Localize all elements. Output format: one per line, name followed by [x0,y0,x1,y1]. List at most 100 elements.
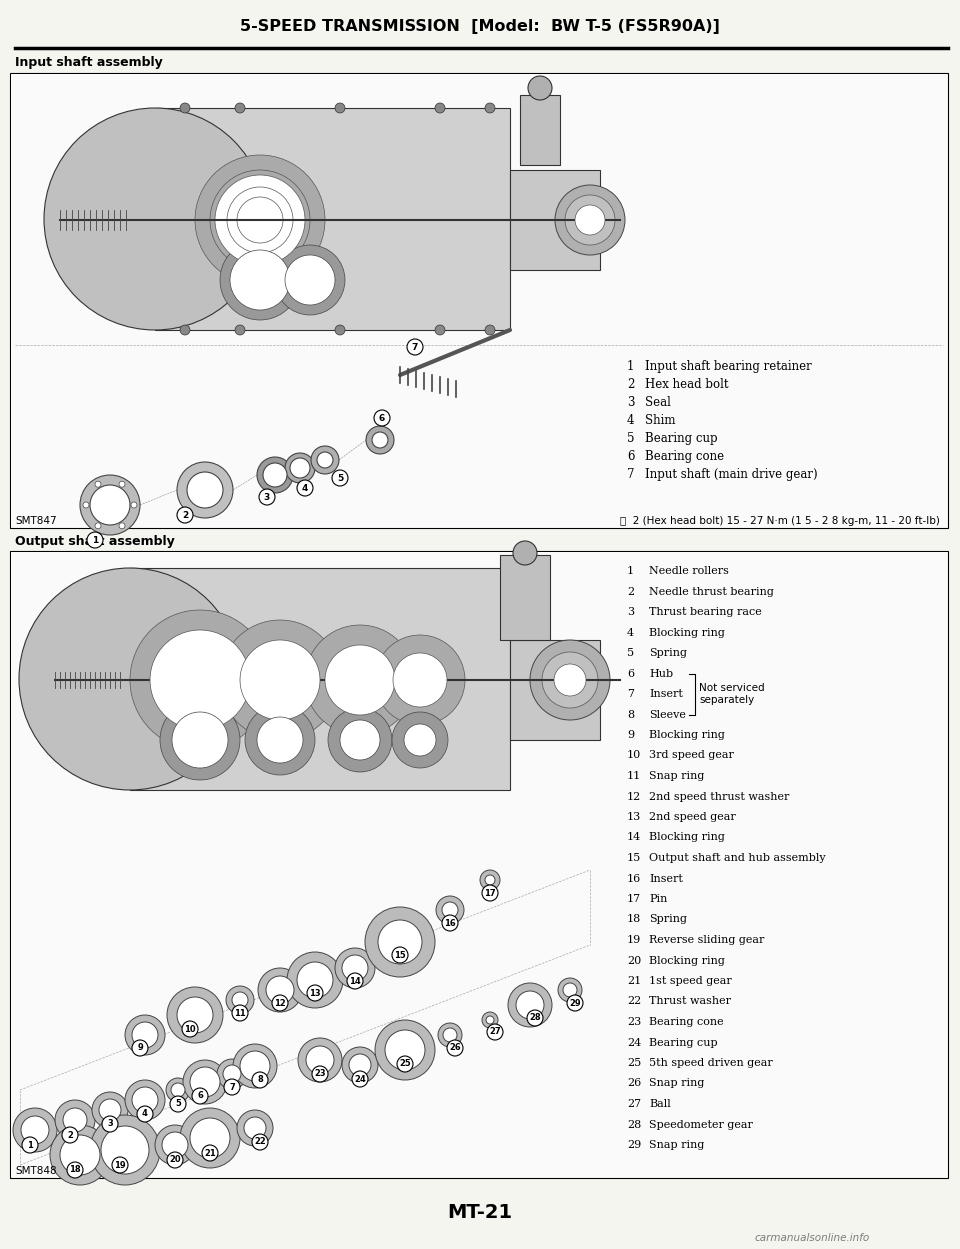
Text: 4: 4 [301,483,308,492]
Circle shape [195,155,325,285]
Text: 13: 13 [309,988,321,998]
Circle shape [112,1157,128,1173]
Circle shape [125,1015,165,1055]
Circle shape [19,568,241,791]
Text: 21: 21 [627,975,641,985]
Circle shape [575,205,605,235]
Circle shape [263,463,287,487]
Circle shape [227,187,293,254]
Circle shape [258,968,302,1012]
Circle shape [95,481,101,487]
Text: 29: 29 [569,998,581,1008]
Circle shape [137,1107,153,1122]
Bar [11,74,947,527]
Circle shape [272,995,288,1010]
Circle shape [372,432,388,448]
Circle shape [378,921,422,964]
Text: 22: 22 [254,1138,266,1147]
Text: 2: 2 [627,587,635,597]
Text: 9: 9 [137,1043,143,1053]
Text: 25: 25 [627,1058,641,1068]
Text: Input shaft (main drive gear): Input shaft (main drive gear) [645,467,818,481]
Circle shape [340,719,380,759]
Circle shape [155,1125,195,1165]
Text: 1: 1 [627,360,635,372]
Text: 5-SPEED TRANSMISSION  [Model:  BW T-5 (FS5R90A)]: 5-SPEED TRANSMISSION [Model: BW T-5 (FS5… [240,19,720,34]
Text: Reverse sliding gear: Reverse sliding gear [649,936,764,945]
Text: 21: 21 [204,1149,216,1158]
Text: Spring: Spring [649,914,687,924]
Text: 6: 6 [379,413,385,422]
Circle shape [567,995,583,1010]
Circle shape [259,490,275,505]
Circle shape [352,1070,368,1087]
Circle shape [235,102,245,112]
Text: Bearing cone: Bearing cone [649,1017,724,1027]
Text: 23: 23 [314,1069,325,1078]
Bar [11,552,947,1177]
Circle shape [558,978,582,1002]
Text: Ⓣ  2 (Hex head bolt) 15 - 27 N·m (1 5 - 2 8 kg-m, 11 - 20 ft-lb): Ⓣ 2 (Hex head bolt) 15 - 27 N·m (1 5 - 2… [620,516,940,526]
Text: 7: 7 [627,689,634,699]
Circle shape [167,987,223,1043]
Circle shape [235,325,245,335]
Circle shape [392,947,408,963]
Circle shape [67,1162,83,1178]
Text: 13: 13 [627,812,641,822]
Text: Pin: Pin [649,894,667,904]
Text: Spring: Spring [649,648,687,658]
Text: 20: 20 [627,955,641,965]
Circle shape [187,472,223,508]
Circle shape [565,195,615,245]
Text: 18: 18 [627,914,641,924]
Circle shape [55,1100,95,1140]
Circle shape [374,410,390,426]
Text: 10: 10 [627,751,641,761]
Circle shape [80,475,140,535]
Text: SMT848: SMT848 [15,1167,57,1177]
Circle shape [132,1087,158,1113]
Circle shape [528,76,552,100]
Circle shape [443,1028,457,1042]
Text: Insert: Insert [649,873,683,883]
Text: 16: 16 [444,918,456,928]
Circle shape [130,610,270,749]
Circle shape [220,240,300,320]
Circle shape [287,952,343,1008]
Text: Blocking ring: Blocking ring [649,729,725,739]
Text: 24: 24 [627,1038,641,1048]
Text: 5: 5 [627,431,635,445]
Text: 6: 6 [627,668,635,678]
Circle shape [554,664,586,696]
Text: Blocking ring: Blocking ring [649,627,725,637]
Circle shape [166,1078,190,1102]
Text: 7: 7 [412,342,419,351]
Circle shape [202,1145,218,1162]
Circle shape [132,1022,158,1048]
Circle shape [226,985,254,1014]
Circle shape [95,523,101,528]
Text: 3: 3 [108,1119,113,1129]
Circle shape [21,1117,49,1144]
Text: Output shaft and hub assembly: Output shaft and hub assembly [649,853,826,863]
Text: 12: 12 [275,998,286,1008]
Circle shape [275,245,345,315]
Circle shape [245,704,315,774]
Circle shape [222,182,298,259]
Text: Input shaft assembly: Input shaft assembly [15,55,163,69]
Text: Shim: Shim [645,413,676,426]
Circle shape [90,1115,160,1185]
Text: Bearing cup: Bearing cup [645,431,718,445]
Circle shape [150,629,250,729]
Circle shape [240,1050,270,1080]
Text: 8: 8 [627,709,635,719]
Text: 2: 2 [627,377,635,391]
Circle shape [171,1083,185,1097]
Circle shape [131,502,137,508]
Circle shape [486,1015,494,1024]
Circle shape [442,902,458,918]
Text: 19: 19 [114,1160,126,1169]
Text: Hex head bolt: Hex head bolt [645,377,729,391]
Text: 2nd speed gear: 2nd speed gear [649,812,735,822]
Circle shape [170,1097,186,1112]
